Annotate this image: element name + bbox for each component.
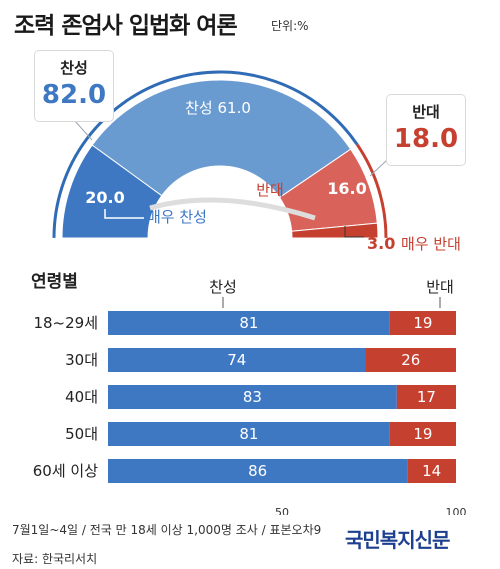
strong-oppose-label: 매우 반대 — [401, 235, 461, 253]
bar-support — [108, 348, 366, 372]
strong-support-label: 매우 찬성 — [147, 208, 207, 226]
source-label: 자료: 한국리서치 — [12, 552, 98, 566]
oppose-inner-label: 반대 — [256, 181, 284, 199]
slice-strong-support — [61, 144, 163, 239]
data-label-oppose: 19 — [413, 425, 432, 443]
bar-oppose — [396, 385, 456, 409]
category-label: 18~29세 — [33, 314, 98, 332]
data-label-oppose: 19 — [413, 314, 432, 332]
oppose-total-callout: 반대 18.0 — [387, 95, 465, 165]
bar-oppose — [389, 422, 456, 446]
oppose-total-ring — [356, 143, 388, 238]
slice-strong-oppose — [291, 222, 379, 239]
data-label-support: 74 — [227, 351, 246, 369]
bar-support — [108, 422, 390, 446]
oppose-total-label: 반대 — [412, 103, 440, 121]
oppose-inner-value: 16.0 — [327, 179, 366, 198]
publisher-logo: 국민복지신문 — [345, 528, 450, 552]
support-callout-pointer — [74, 120, 93, 141]
age-bar-chart: 찬성 반대 18~29세 81 19 30대 74 26 40대 83 17 50대 81 19 60세 이… — [33, 278, 467, 515]
category-label: 60세 이상 — [33, 462, 98, 480]
x-tick-label: 50 — [275, 506, 289, 515]
data-label-support: 81 — [239, 425, 258, 443]
series-label-support: 찬성 — [209, 278, 237, 296]
unit-label: 단위:% — [271, 19, 309, 33]
bar-support — [108, 311, 390, 335]
strong-oppose-value: 3.0 — [367, 234, 395, 253]
data-label-oppose: 17 — [417, 388, 436, 406]
strong-support-leader — [104, 209, 144, 219]
page-title: 조력 존엄사 입법화 여론 — [14, 13, 238, 39]
bar-oppose — [365, 348, 456, 372]
bar-oppose — [407, 459, 456, 483]
category-label: 40대 — [65, 388, 98, 406]
strong-support-value: 20.0 — [85, 188, 124, 207]
survey-footnote: 7월1일~4일 / 전국 만 18세 이상 1,000명 조사 / 표본오차9 — [12, 523, 322, 537]
series-label-oppose: 반대 — [426, 278, 454, 296]
data-label-oppose: 26 — [401, 351, 420, 369]
gauge-chart: 찬성 61.0 20.0 매우 찬성 반대 16.0 3.0 매우 반대 — [52, 70, 461, 253]
bar-support — [108, 459, 408, 483]
support-total-value: 82.0 — [41, 80, 107, 110]
x-tick-label: 100 — [446, 506, 467, 515]
gauge-shadow-arc — [149, 197, 316, 221]
age-section-title: 연령별 — [31, 272, 78, 292]
data-label-support: 83 — [243, 388, 262, 406]
slice-support — [91, 79, 352, 199]
category-label: 50대 — [65, 425, 98, 443]
support-total-label: 찬성 — [60, 59, 88, 77]
support-inner-label: 찬성 61.0 — [185, 99, 251, 117]
data-label-oppose: 14 — [422, 462, 441, 480]
bar-oppose — [389, 311, 456, 335]
data-label-support: 81 — [239, 314, 258, 332]
support-total-callout: 찬성 82.0 — [35, 51, 113, 121]
bar-support — [108, 385, 397, 409]
category-label: 30대 — [65, 351, 98, 369]
data-label-support: 86 — [248, 462, 267, 480]
oppose-callout-pointer — [369, 159, 388, 177]
support-total-ring — [52, 70, 359, 238]
oppose-total-value: 18.0 — [393, 124, 459, 154]
strong-oppose-leader — [344, 226, 364, 238]
